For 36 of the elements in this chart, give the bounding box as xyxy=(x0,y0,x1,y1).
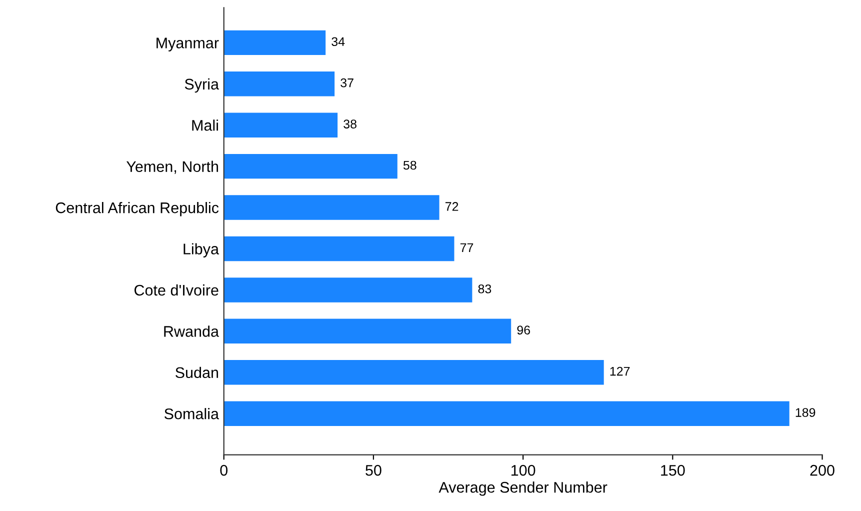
bar xyxy=(224,30,326,56)
y-tick-label: Sudan xyxy=(176,366,218,378)
x-tick-label: 150 xyxy=(661,464,685,476)
data-label: 96 xyxy=(517,326,530,335)
y-tick-label: Central African Republic xyxy=(56,202,219,216)
data-label: 127 xyxy=(610,366,630,376)
data-label: 58 xyxy=(403,160,416,170)
y-tick-label: Rwanda xyxy=(164,326,219,337)
data-label: 38 xyxy=(344,120,356,128)
bar xyxy=(224,195,440,220)
y-tick-label: Libya xyxy=(184,243,219,258)
y-tick-label: Mali xyxy=(192,120,218,131)
bar xyxy=(224,236,454,262)
data-label: 83 xyxy=(478,284,492,294)
data-label: 72 xyxy=(445,202,458,211)
x-tick-label: 50 xyxy=(366,464,382,476)
bar xyxy=(224,278,472,302)
x-tick-label: 200 xyxy=(810,464,834,476)
y-tick-label: Somalia xyxy=(164,408,219,420)
y-tick-label: Yemen, North xyxy=(126,160,218,174)
x-tick-label: 100 xyxy=(511,464,536,476)
x-tick-label: 0 xyxy=(220,464,228,476)
bar xyxy=(224,318,512,344)
data-label: 34 xyxy=(332,37,345,46)
data-label: 37 xyxy=(340,78,354,88)
bar xyxy=(224,360,604,385)
bar xyxy=(224,154,398,179)
y-tick-label: Myanmar xyxy=(156,38,219,52)
x-axis-title: Average Sender Number xyxy=(438,482,608,496)
y-tick-label: Cote d'Ivoire xyxy=(134,284,218,296)
data-label: 77 xyxy=(460,243,474,252)
data-label: 189 xyxy=(796,408,816,417)
y-tick-label: Syria xyxy=(184,78,219,93)
bar xyxy=(224,112,338,138)
bar xyxy=(224,72,335,96)
bar xyxy=(224,401,790,426)
